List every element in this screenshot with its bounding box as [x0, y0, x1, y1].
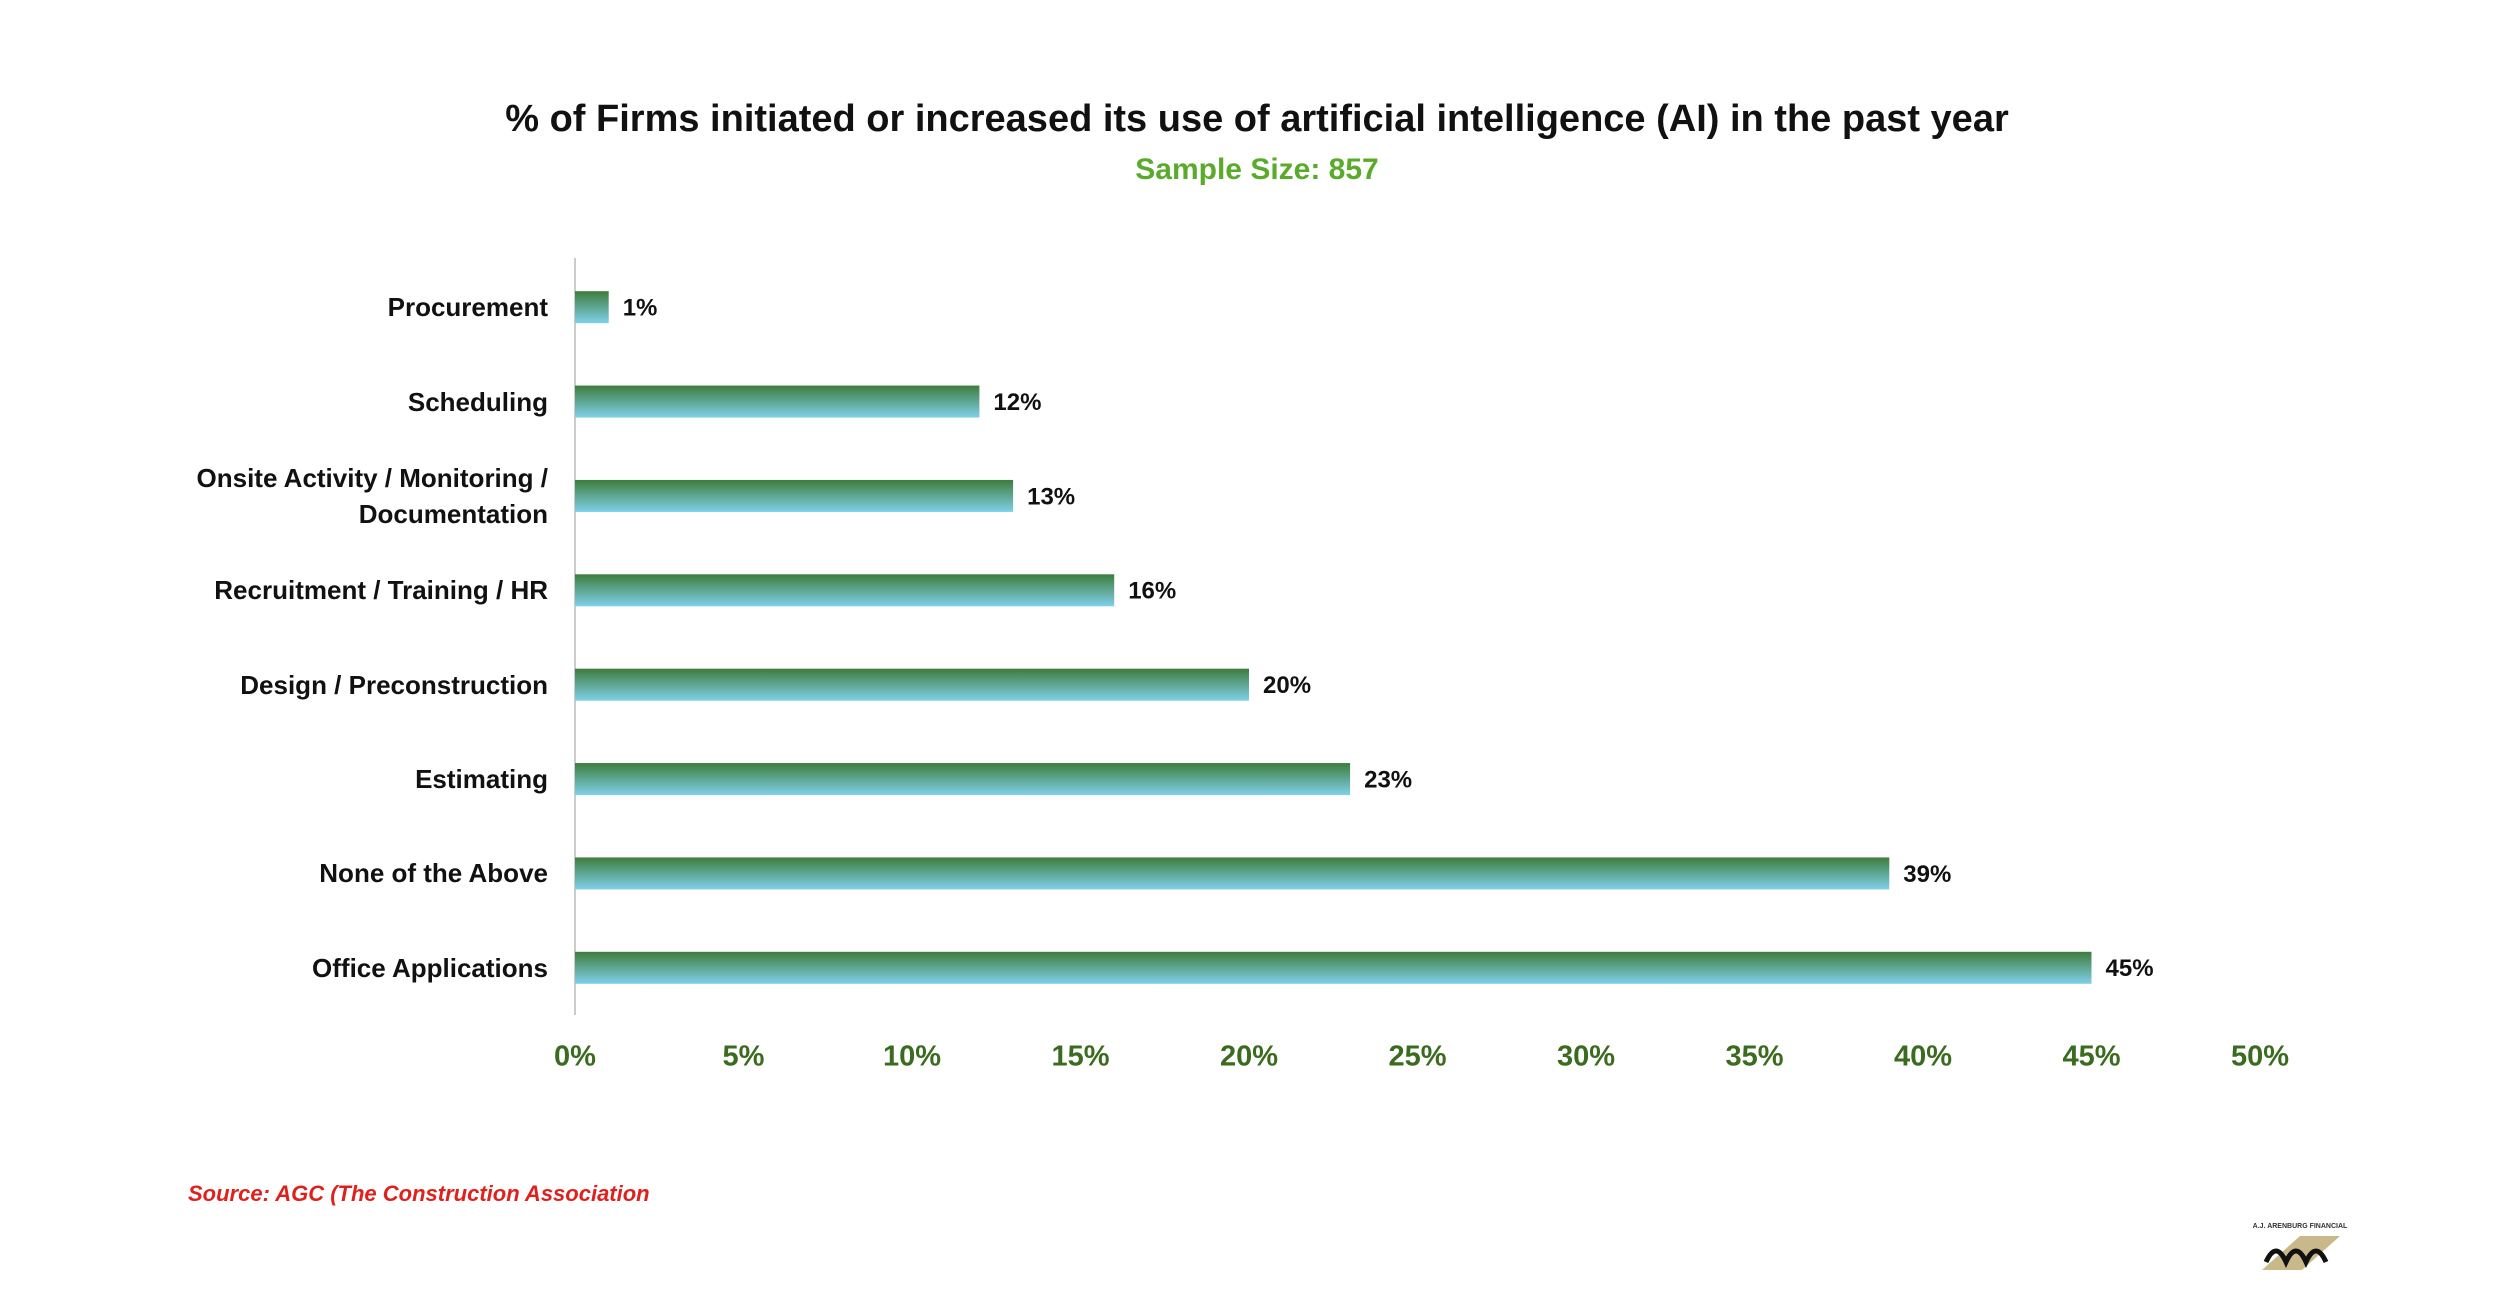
y-tick-label: Design / Preconstruction [240, 669, 548, 700]
x-tick-label: 20% [1220, 1041, 1278, 1073]
bar [575, 668, 1249, 701]
x-tick-label: 10% [883, 1041, 941, 1073]
y-tick-label: Scheduling [407, 386, 548, 417]
x-tick-label: 25% [1388, 1041, 1446, 1073]
bar [575, 479, 1014, 512]
x-tick-label: 30% [1557, 1041, 1615, 1073]
chart-title: % of Firms initiated or increased its us… [505, 98, 2009, 140]
bar [575, 385, 980, 418]
x-tick-label: 5% [723, 1041, 765, 1073]
data-label: 20% [1263, 672, 1311, 699]
source-note: Source: AGC (The Construction Associatio… [188, 1181, 650, 1206]
data-label: 1% [623, 295, 658, 322]
data-label: 39% [1903, 861, 1951, 888]
data-label: 16% [1128, 578, 1176, 605]
bar [575, 763, 1351, 796]
chart-subtitle: Sample Size: 857 [1135, 153, 1378, 186]
data-label: 45% [2106, 955, 2154, 982]
data-label: 12% [993, 389, 1041, 416]
x-tick-label: 35% [1725, 1041, 1783, 1073]
data-label: 23% [1364, 766, 1412, 793]
x-tick-label: 50% [2231, 1041, 2289, 1073]
logo [2262, 1236, 2340, 1270]
y-tick-label: Onsite Activity / Monitoring / Documenta… [196, 462, 549, 529]
bar [575, 574, 1115, 607]
y-tick-label: None of the Above [319, 858, 548, 889]
data-label: 13% [1027, 483, 1075, 510]
x-tick-label: 45% [2062, 1041, 2120, 1073]
y-tick-label: Office Applications [312, 952, 548, 983]
y-tick-label: Estimating [415, 764, 548, 795]
bar [575, 291, 609, 324]
y-tick-label: Procurement [387, 292, 548, 323]
logo-text: A.J. ARENBURG FINANCIAL [2253, 1223, 2348, 1230]
x-tick-label: 15% [1051, 1041, 1109, 1073]
bar [575, 951, 2092, 984]
x-tick-label: 40% [1894, 1041, 1952, 1073]
x-tick-label: 0% [554, 1041, 596, 1073]
bar [575, 857, 1890, 890]
y-tick-label: Recruitment / Training / HR [214, 575, 548, 606]
